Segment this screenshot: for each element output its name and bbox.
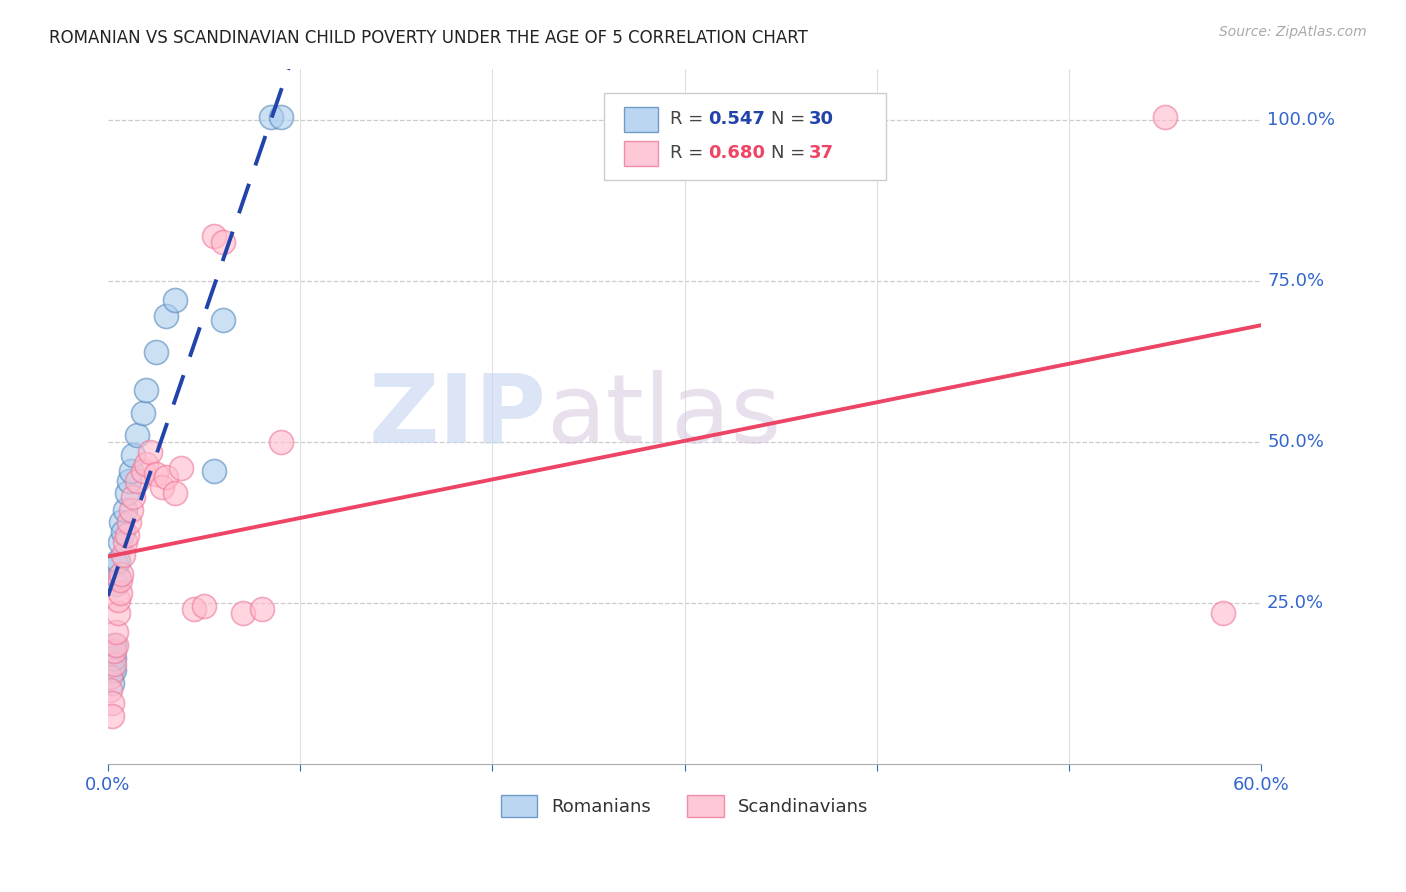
Point bbox=[107, 570, 129, 584]
Point bbox=[150, 480, 173, 494]
Point bbox=[112, 548, 135, 562]
Point bbox=[103, 650, 125, 665]
Point bbox=[98, 644, 121, 658]
Point bbox=[122, 448, 145, 462]
Point bbox=[212, 312, 235, 326]
Point bbox=[101, 708, 124, 723]
Text: R =: R = bbox=[669, 145, 709, 162]
Point bbox=[131, 464, 153, 478]
Point bbox=[98, 682, 121, 697]
Point bbox=[104, 638, 127, 652]
Point bbox=[104, 558, 127, 572]
Point bbox=[193, 599, 215, 613]
Bar bbox=[623, 107, 658, 132]
Text: 0.680: 0.680 bbox=[707, 145, 765, 162]
Point bbox=[202, 228, 225, 243]
Text: ROMANIAN VS SCANDINAVIAN CHILD POVERTY UNDER THE AGE OF 5 CORRELATION CHART: ROMANIAN VS SCANDINAVIAN CHILD POVERTY U… bbox=[49, 29, 808, 46]
Point bbox=[115, 528, 138, 542]
Bar bbox=[623, 141, 658, 166]
Point bbox=[131, 406, 153, 420]
Point bbox=[103, 644, 125, 658]
Point bbox=[145, 467, 167, 482]
Point bbox=[115, 486, 138, 500]
Point bbox=[260, 110, 283, 124]
Point bbox=[1212, 606, 1234, 620]
FancyBboxPatch shape bbox=[605, 93, 886, 180]
Point bbox=[108, 534, 131, 549]
Text: 37: 37 bbox=[810, 145, 834, 162]
Point bbox=[107, 606, 129, 620]
Point bbox=[125, 474, 148, 488]
Text: N =: N = bbox=[770, 145, 811, 162]
Point bbox=[139, 444, 162, 458]
Point bbox=[108, 586, 131, 600]
Point bbox=[103, 657, 125, 671]
Point bbox=[104, 576, 127, 591]
Point bbox=[104, 624, 127, 639]
Legend: Romanians, Scandinavians: Romanians, Scandinavians bbox=[494, 788, 876, 824]
Point bbox=[250, 602, 273, 616]
Point bbox=[122, 490, 145, 504]
Point bbox=[112, 524, 135, 539]
Point bbox=[202, 464, 225, 478]
Point bbox=[125, 428, 148, 442]
Point bbox=[101, 696, 124, 710]
Point bbox=[120, 464, 142, 478]
Point bbox=[98, 657, 121, 671]
Text: 75.0%: 75.0% bbox=[1267, 272, 1324, 290]
Point bbox=[103, 664, 125, 678]
Point bbox=[165, 486, 187, 500]
Point bbox=[110, 566, 132, 581]
Text: Source: ZipAtlas.com: Source: ZipAtlas.com bbox=[1219, 25, 1367, 39]
Point bbox=[107, 554, 129, 568]
Point bbox=[270, 110, 292, 124]
Point bbox=[118, 474, 141, 488]
Point bbox=[107, 592, 129, 607]
Point bbox=[101, 650, 124, 665]
Text: ZIP: ZIP bbox=[368, 369, 547, 463]
Point bbox=[155, 470, 177, 484]
Point bbox=[170, 460, 193, 475]
Point bbox=[145, 344, 167, 359]
Point bbox=[1154, 110, 1177, 124]
Text: atlas: atlas bbox=[547, 369, 782, 463]
Text: R =: R = bbox=[669, 111, 709, 128]
Point bbox=[114, 534, 136, 549]
Text: 30: 30 bbox=[810, 111, 834, 128]
Point bbox=[183, 602, 205, 616]
Point bbox=[120, 502, 142, 516]
Point bbox=[212, 235, 235, 250]
Text: 0.547: 0.547 bbox=[707, 111, 765, 128]
Point bbox=[118, 516, 141, 530]
Point bbox=[135, 458, 157, 472]
Text: 50.0%: 50.0% bbox=[1267, 433, 1324, 451]
Point bbox=[103, 638, 125, 652]
Point bbox=[270, 434, 292, 449]
Text: 25.0%: 25.0% bbox=[1267, 594, 1324, 612]
Point bbox=[110, 516, 132, 530]
Text: N =: N = bbox=[770, 111, 811, 128]
Text: 100.0%: 100.0% bbox=[1267, 111, 1336, 129]
Point bbox=[232, 606, 254, 620]
Point bbox=[98, 670, 121, 684]
Point bbox=[135, 384, 157, 398]
Point bbox=[165, 293, 187, 308]
Point bbox=[114, 502, 136, 516]
Point bbox=[101, 676, 124, 690]
Point bbox=[101, 664, 124, 678]
Point bbox=[108, 574, 131, 588]
Point bbox=[155, 310, 177, 324]
